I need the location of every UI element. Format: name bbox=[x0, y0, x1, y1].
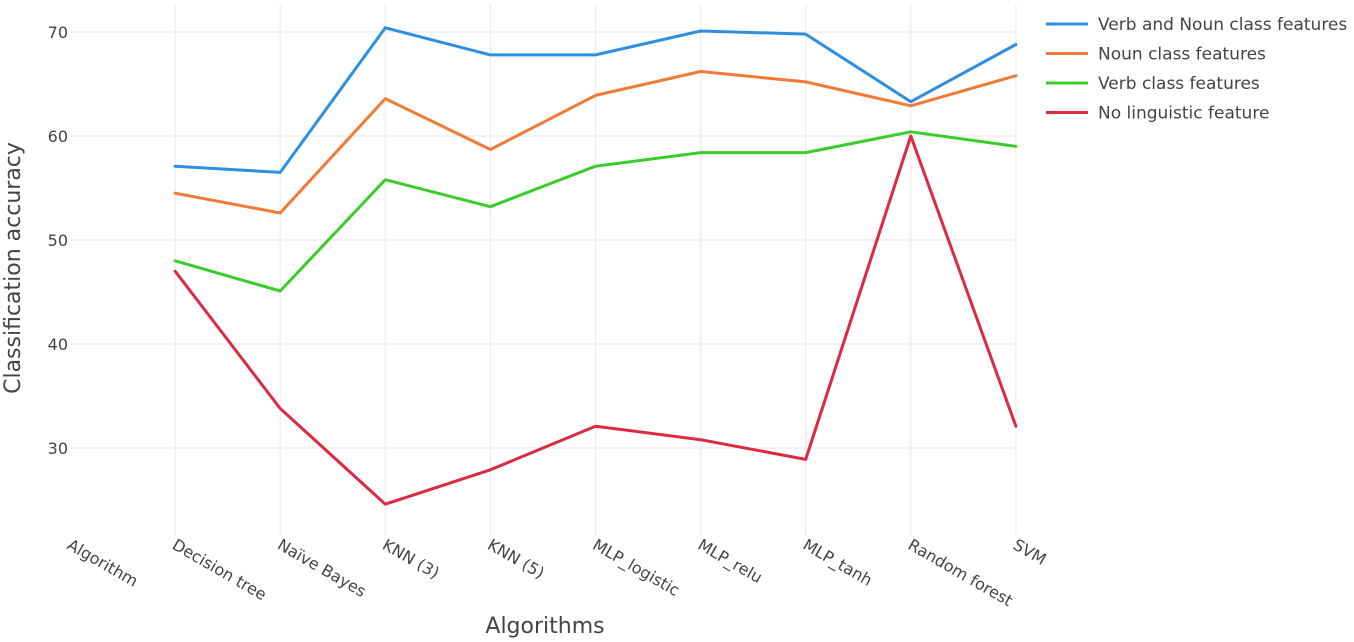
series-line bbox=[173, 26, 1018, 174]
x-axis-title: Algorithms bbox=[485, 614, 604, 639]
x-tick-label: KNN (3) bbox=[379, 535, 442, 583]
x-tick-label: Decision tree bbox=[169, 535, 270, 604]
x-tick-label: MLP_tanh bbox=[799, 535, 875, 591]
y-tick-label: 60 bbox=[48, 127, 68, 146]
legend-item[interactable]: Verb class features bbox=[1046, 74, 1260, 94]
x-tick-label: SVM bbox=[1010, 535, 1050, 569]
y-tick-label: 70 bbox=[48, 23, 68, 42]
x-tick-label: Naïve Bayes bbox=[274, 535, 369, 601]
x-tick-label: KNN (5) bbox=[484, 535, 547, 583]
legend-label: No linguistic feature bbox=[1098, 104, 1269, 124]
series-line bbox=[173, 70, 1018, 215]
x-tick-label: MLP_relu bbox=[694, 535, 766, 588]
y-tick-label: 50 bbox=[48, 231, 68, 250]
legend-item[interactable]: Verb and Noun class features bbox=[1046, 15, 1347, 35]
series-line bbox=[173, 134, 1018, 506]
series-lines bbox=[173, 26, 1018, 506]
legend-label: Verb and Noun class features bbox=[1098, 15, 1347, 35]
y-axis-title: Classification accuracy bbox=[1, 142, 26, 394]
y-tick-label: 40 bbox=[48, 335, 68, 354]
x-tick-label: Algorithm bbox=[64, 535, 141, 591]
legend-item[interactable]: No linguistic feature bbox=[1046, 104, 1269, 124]
legend-item[interactable]: Noun class features bbox=[1046, 45, 1266, 65]
legend-label: Noun class features bbox=[1098, 45, 1266, 65]
series-line bbox=[173, 130, 1018, 293]
legend-label: Verb class features bbox=[1098, 74, 1260, 94]
x-tick-label: MLP_logistic bbox=[589, 535, 683, 601]
y-tick-label: 30 bbox=[48, 439, 68, 458]
x-tick-label: Random forest bbox=[905, 535, 1016, 610]
grid bbox=[70, 5, 1017, 535]
x-axis-ticks: Algorithm Decision tree Naïve Bayes KNN (3)… bbox=[64, 535, 1050, 610]
legend[interactable]: Verb and Noun class features Noun class f… bbox=[1046, 15, 1347, 124]
y-axis-ticks: 30 40 50 60 70 bbox=[48, 23, 68, 458]
